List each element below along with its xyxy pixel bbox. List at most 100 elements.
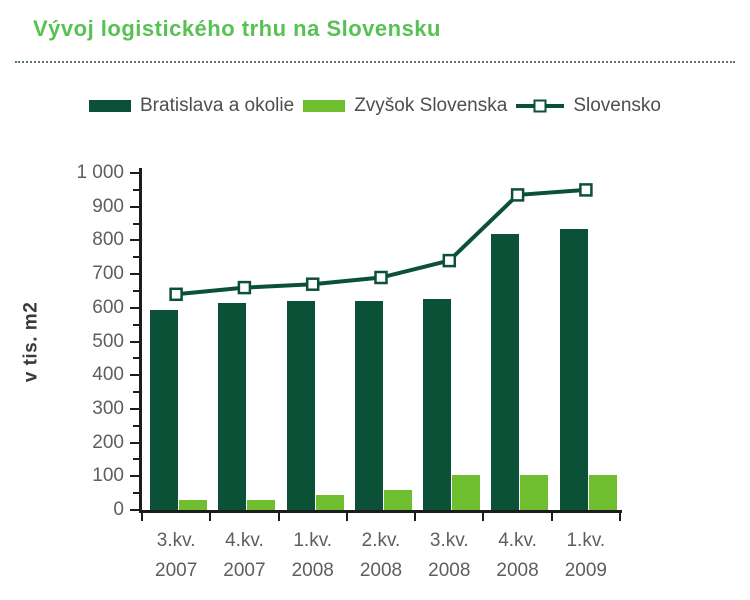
y-axis-major-tick bbox=[130, 407, 139, 410]
y-tick-label: 500 bbox=[92, 330, 124, 352]
slovensko-marker-icon bbox=[305, 277, 320, 291]
bar-zvysok-2-kv-2008 bbox=[383, 489, 412, 510]
x-axis-tick bbox=[345, 513, 348, 521]
y-axis-major-tick bbox=[130, 306, 139, 309]
y-axis-major-tick bbox=[130, 475, 139, 478]
legend-item-bratislava: Bratislava a okolie bbox=[89, 95, 294, 117]
y-axis-title: v tis. m2 bbox=[20, 301, 42, 382]
y-axis-major-tick bbox=[130, 273, 139, 276]
y-axis-major-tick bbox=[130, 374, 139, 377]
x-category-label: 3.kv. 2008 bbox=[415, 526, 483, 586]
slovensko-marker-icon bbox=[237, 280, 252, 295]
slovensko-line bbox=[175, 187, 587, 297]
y-axis-minor-tick bbox=[133, 256, 139, 259]
x-axis-tick bbox=[482, 513, 485, 521]
x-category-quarter: 3.kv. bbox=[429, 530, 469, 551]
x-axis-tick bbox=[141, 513, 143, 521]
bar-bratislava-4-kv-2007 bbox=[218, 302, 247, 510]
page-title: Vývoj logistického trhu na Slovensku bbox=[33, 16, 441, 41]
y-tick-label: 400 bbox=[92, 364, 124, 386]
y-tick-label: 1 000 bbox=[76, 162, 124, 183]
y-axis-minor-tick bbox=[133, 492, 139, 495]
y-axis-minor-tick bbox=[133, 458, 139, 461]
y-axis-minor-tick bbox=[133, 424, 139, 427]
open-square-marker-icon bbox=[533, 99, 547, 113]
bar-bratislava-3-kv-2008 bbox=[423, 299, 452, 510]
slovensko-marker-icon bbox=[169, 287, 183, 302]
title-divider bbox=[15, 61, 735, 63]
legend-swatch-zvysok bbox=[303, 100, 346, 112]
plot-area: 0 100 200 300 400 500 600 700 800 900 1 000 bbox=[76, 163, 622, 521]
x-category-quarter: 4.kv. bbox=[498, 530, 537, 551]
bar-bratislava-1-kv-2009 bbox=[559, 228, 588, 510]
y-tick-label: 200 bbox=[92, 431, 124, 453]
x-axis-tick bbox=[619, 513, 621, 521]
slovensko-marker-icon bbox=[510, 188, 525, 202]
x-category-label: 2.kv. 2008 bbox=[347, 526, 415, 586]
bar-zvysok-1-kv-2008 bbox=[315, 494, 344, 510]
legend-label-bratislava: Bratislava a okolie bbox=[140, 95, 295, 116]
x-axis-line bbox=[139, 510, 622, 513]
bar-bratislava-2-kv-2008 bbox=[354, 301, 383, 510]
x-category-year: 2007 bbox=[223, 560, 266, 581]
legend-item-slovensko: Slovensko bbox=[516, 95, 661, 117]
x-category-label: 1.kv. 2008 bbox=[279, 526, 347, 586]
x-category-label: 4.kv. 2008 bbox=[483, 526, 551, 586]
x-category-quarter: 1.kv. bbox=[293, 530, 333, 551]
y-axis-minor-tick bbox=[133, 391, 139, 394]
y-axis-title-wrap: v tis. m2 bbox=[14, 173, 48, 510]
x-category-year: 2008 bbox=[291, 560, 334, 581]
y-axis-minor-tick bbox=[133, 188, 139, 191]
y-axis-line bbox=[139, 168, 142, 513]
x-category-quarter: 1.kv. bbox=[566, 530, 606, 551]
bar-zvysok-4-kv-2007 bbox=[247, 499, 276, 510]
y-tick-label: 600 bbox=[92, 296, 124, 318]
y-axis-major-tick bbox=[130, 441, 139, 444]
y-axis-minor-tick bbox=[133, 289, 139, 292]
x-category-label: 3.kv. 2007 bbox=[142, 526, 210, 586]
y-axis-major-tick bbox=[130, 205, 139, 208]
legend-line-swatch-slovensko bbox=[516, 99, 565, 113]
legend-item-zvysok: Zvyšok Slovenska bbox=[303, 95, 507, 117]
bar-zvysok-3-kv-2008 bbox=[452, 474, 481, 510]
slovensko-marker-icon bbox=[442, 253, 457, 268]
y-axis-minor-tick bbox=[133, 357, 139, 360]
legend: Bratislava a okolie Zvyšok Slovenska Slo… bbox=[0, 92, 750, 120]
x-category-year: 2007 bbox=[155, 560, 198, 581]
bar-bratislava-3-kv-2007 bbox=[150, 309, 178, 510]
x-category-year: 2008 bbox=[359, 560, 403, 581]
y-axis-major-tick bbox=[130, 340, 139, 343]
y-axis-minor-tick bbox=[133, 222, 139, 225]
x-category-label: 1.kv. 2009 bbox=[552, 526, 620, 586]
y-tick-label: 0 bbox=[113, 499, 124, 520]
x-axis-tick bbox=[550, 513, 553, 521]
legend-label-slovensko: Slovensko bbox=[573, 95, 661, 116]
y-tick-label: 900 bbox=[92, 195, 124, 217]
x-axis-tick bbox=[209, 513, 212, 521]
x-category-year: 2008 bbox=[496, 560, 539, 581]
slovensko-marker-icon bbox=[374, 270, 388, 285]
y-axis-major-tick bbox=[130, 509, 139, 511]
bar-zvysok-1-kv-2009 bbox=[588, 474, 617, 510]
y-tick-label: 700 bbox=[92, 263, 124, 285]
slovensko-marker-icon bbox=[579, 183, 593, 197]
bar-zvysok-3-kv-2007 bbox=[179, 499, 207, 510]
x-category-quarter: 3.kv. bbox=[156, 530, 196, 551]
x-axis-tick bbox=[414, 513, 417, 521]
legend-label-zvysok: Zvyšok Slovenska bbox=[354, 95, 508, 116]
legend-swatch-bratislava bbox=[89, 100, 131, 112]
y-tick-label: 800 bbox=[92, 229, 124, 251]
y-tick-label: 100 bbox=[92, 465, 124, 487]
x-category-year: 2009 bbox=[564, 560, 607, 581]
x-axis-tick bbox=[277, 513, 280, 521]
x-category-quarter: 2.kv. bbox=[361, 530, 401, 551]
x-category-year: 2008 bbox=[428, 560, 471, 581]
x-axis-labels: 3.kv. 2007 4.kv. 2007 1.kv. 2008 2.kv. 2008 3.kv… bbox=[142, 526, 620, 586]
bar-bratislava-4-kv-2008 bbox=[491, 233, 520, 510]
y-axis-major-tick bbox=[130, 172, 139, 174]
y-tick-label: 300 bbox=[92, 397, 124, 419]
x-category-quarter: 4.kv. bbox=[225, 530, 264, 551]
bar-bratislava-1-kv-2008 bbox=[286, 301, 315, 510]
bar-zvysok-4-kv-2008 bbox=[520, 474, 549, 510]
